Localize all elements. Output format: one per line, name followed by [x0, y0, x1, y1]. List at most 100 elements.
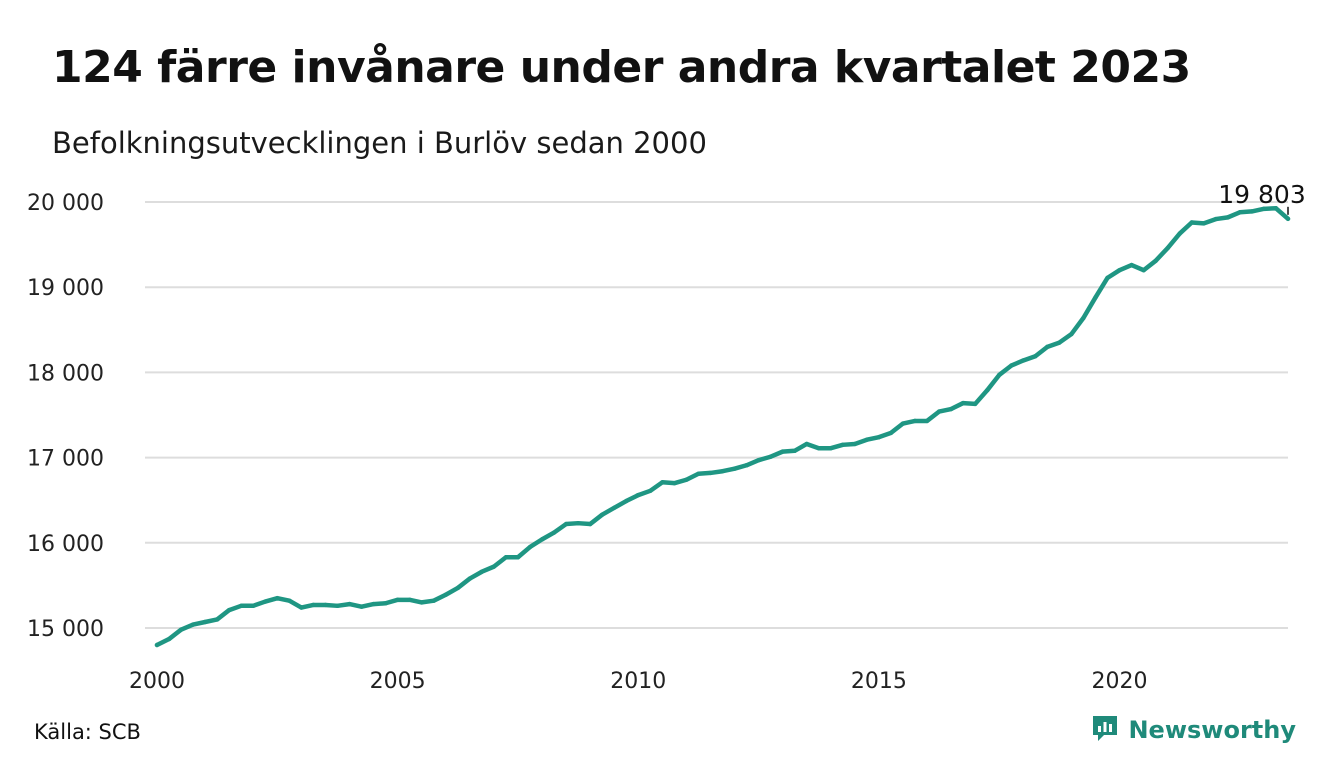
data-point: [419, 600, 424, 605]
data-point: [1285, 216, 1291, 222]
data-point: [599, 512, 605, 517]
data-point: [864, 437, 870, 442]
data-point: [1177, 231, 1182, 236]
y-tick-label: 19 000: [27, 276, 104, 301]
data-point: [672, 480, 677, 486]
data-point: [311, 602, 316, 608]
data-point: [1141, 267, 1146, 273]
data-point: [972, 401, 978, 407]
data-point: [347, 601, 352, 607]
data-point: [1225, 215, 1231, 220]
data-point: [539, 537, 545, 542]
data-point: [1033, 354, 1038, 359]
data-point: [323, 602, 328, 608]
data-point: [190, 622, 196, 627]
data-point: [1249, 209, 1255, 214]
data-point: [551, 530, 557, 535]
y-tick-label: 20 000: [27, 191, 104, 216]
data-point: [900, 421, 906, 426]
data-point: [1165, 245, 1170, 251]
data-point: [1105, 275, 1110, 281]
data-point: [840, 442, 846, 448]
data-point: [467, 576, 473, 581]
data-point: [1129, 262, 1134, 268]
data-point: [335, 603, 340, 609]
data-point: [275, 595, 280, 601]
end-value-label: 19 803: [1218, 180, 1305, 209]
data-point: [816, 446, 821, 451]
brand-name: Newsworthy: [1128, 716, 1296, 744]
data-point: [792, 448, 797, 453]
data-point: [1057, 340, 1062, 345]
gridlines: [145, 201, 1288, 629]
data-point: [612, 505, 617, 511]
data-point: [1273, 206, 1279, 211]
y-tick-label: 16 000: [27, 532, 104, 557]
data-point: [455, 585, 460, 591]
data-point: [1213, 216, 1219, 222]
data-point: [359, 604, 364, 609]
data-point: [696, 471, 701, 476]
data-point: [708, 470, 713, 476]
data-point: [624, 498, 629, 504]
data-point: [1045, 344, 1050, 350]
data-point: [299, 605, 304, 610]
data-point: [1189, 220, 1194, 225]
data-point: [575, 520, 581, 526]
data-point: [479, 569, 485, 574]
data-point: [202, 619, 208, 625]
data-point: [852, 441, 858, 447]
y-tick-label: 15 000: [27, 617, 104, 642]
data-point: [407, 597, 412, 603]
data-point: [936, 409, 942, 414]
x-tick-label: 2015: [851, 669, 907, 694]
data-point: [263, 599, 268, 604]
brand-logo: Newsworthy: [1090, 713, 1296, 747]
y-axis-ticks: 15 000 16 000 17 000 18 000 19 000 20 000: [27, 191, 104, 642]
data-point: [684, 477, 689, 482]
data-point: [563, 521, 569, 527]
population-line: [154, 206, 1291, 648]
data-point: [527, 544, 533, 550]
data-point: [154, 642, 160, 648]
data-point: [876, 434, 882, 440]
x-tick-label: 2005: [370, 669, 426, 694]
x-axis-ticks: 2000 2005 2010 2015 2020: [129, 669, 1148, 694]
data-points: [154, 206, 1291, 648]
data-point: [744, 463, 749, 468]
data-point: [226, 607, 232, 613]
data-point: [166, 636, 172, 642]
x-tick-label: 2010: [610, 669, 666, 694]
data-point: [720, 469, 725, 474]
data-point: [888, 430, 894, 436]
data-point: [251, 603, 256, 609]
source-note: Källa: SCB: [34, 720, 141, 744]
newsworthy-chart-icon: [1090, 713, 1120, 747]
data-point: [780, 449, 785, 454]
data-point: [1081, 315, 1086, 321]
data-point: [1021, 358, 1026, 363]
data-point: [828, 446, 833, 451]
chart-title: 124 färre invånare under andra kvartalet…: [52, 42, 1191, 93]
data-point: [756, 457, 761, 463]
data-point: [1237, 210, 1243, 215]
data-point: [1009, 363, 1014, 368]
data-point: [395, 597, 400, 603]
y-tick-label: 18 000: [27, 361, 104, 386]
data-point: [587, 521, 593, 527]
data-point: [997, 372, 1002, 378]
data-point: [636, 492, 641, 498]
data-point: [443, 592, 448, 597]
data-point: [804, 441, 809, 447]
data-point: [371, 601, 376, 607]
data-point: [960, 400, 966, 406]
data-point: [214, 617, 220, 622]
data-point: [1093, 295, 1098, 300]
data-point: [985, 388, 990, 393]
chart-subtitle: Befolkningsutvecklingen i Burlöv sedan 2…: [52, 126, 707, 160]
data-point: [1069, 331, 1074, 337]
data-point: [660, 480, 665, 485]
data-point: [1117, 267, 1122, 273]
data-point: [768, 454, 773, 459]
